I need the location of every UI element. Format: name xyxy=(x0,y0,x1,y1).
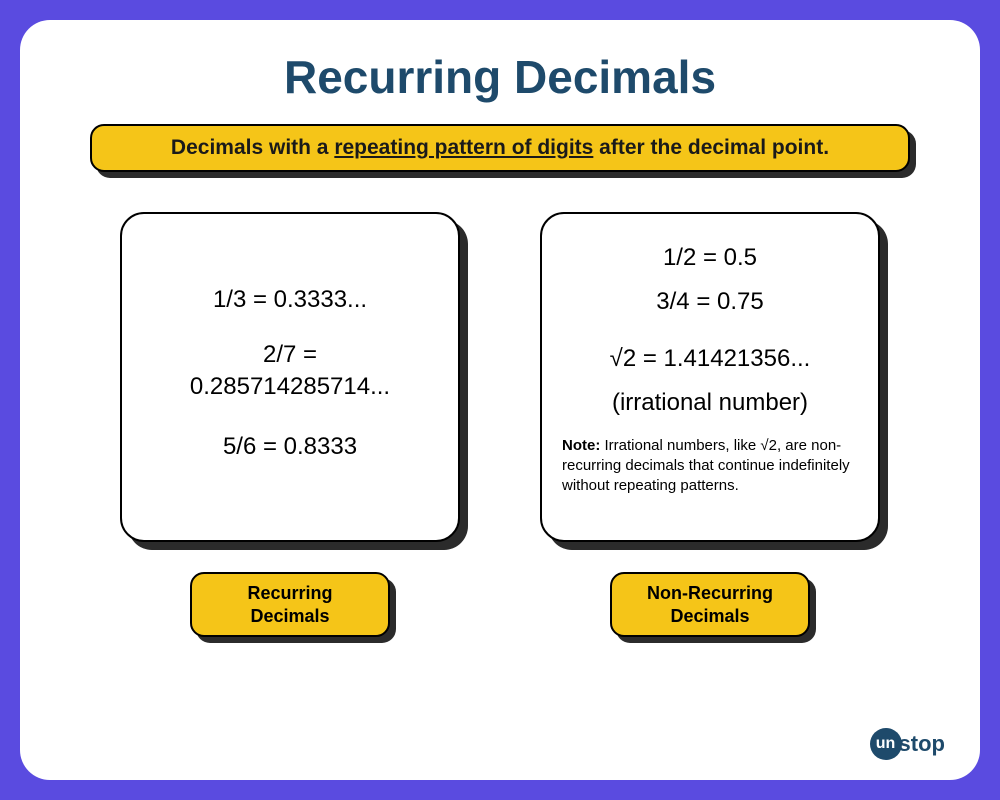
subtitle: Decimals with a repeating pattern of dig… xyxy=(90,124,910,172)
subtitle-after: after the decimal point. xyxy=(593,136,829,159)
note-text: Irrational numbers, like √2, are non-rec… xyxy=(562,437,850,495)
subtitle-container: Decimals with a repeating pattern of dig… xyxy=(90,124,910,172)
main-card: Recurring Decimals Decimals with a repea… xyxy=(20,20,980,780)
subtitle-underline: repeating pattern of digits xyxy=(334,136,593,159)
left-label-wrap: Recurring Decimals xyxy=(190,572,390,637)
note-bold: Note: xyxy=(562,437,600,454)
right-example-box: 1/2 = 0.5 3/4 = 0.75 √2 = 1.41421356... … xyxy=(540,212,880,542)
left-example-box: 1/3 = 0.3333... 2/7 = 0.285714285714... … xyxy=(120,212,460,542)
left-column: 1/3 = 0.3333... 2/7 = 0.285714285714... … xyxy=(120,212,460,637)
right-box-wrap: 1/2 = 0.5 3/4 = 0.75 √2 = 1.41421356... … xyxy=(540,212,880,542)
logo-text: stop xyxy=(899,731,945,757)
right-ex3b: (irrational number) xyxy=(562,387,858,419)
brand-logo: un stop xyxy=(870,728,945,760)
right-column: 1/2 = 0.5 3/4 = 0.75 √2 = 1.41421356... … xyxy=(540,212,880,637)
left-ex2b: 0.285714285714... xyxy=(142,371,438,403)
page-title: Recurring Decimals xyxy=(60,50,940,104)
subtitle-before: Decimals with a xyxy=(171,136,334,159)
columns: 1/3 = 0.3333... 2/7 = 0.285714285714... … xyxy=(60,212,940,637)
right-label-wrap: Non-Recurring Decimals xyxy=(610,572,810,637)
left-ex2a: 2/7 = xyxy=(142,339,438,371)
left-box-wrap: 1/3 = 0.3333... 2/7 = 0.285714285714... … xyxy=(120,212,460,542)
right-ex3a: √2 = 1.41421356... xyxy=(562,343,858,375)
right-ex1: 1/2 = 0.5 xyxy=(562,242,858,274)
logo-circle: un xyxy=(870,728,902,760)
left-ex2: 2/7 = 0.285714285714... xyxy=(142,339,438,404)
right-note: Note: Irrational numbers, like √2, are n… xyxy=(562,436,858,497)
left-ex3: 5/6 = 0.8333 xyxy=(142,431,438,463)
left-label: Recurring Decimals xyxy=(190,572,390,637)
right-ex2: 3/4 = 0.75 xyxy=(562,286,858,318)
left-ex1: 1/3 = 0.3333... xyxy=(142,284,438,316)
right-label: Non-Recurring Decimals xyxy=(610,572,810,637)
